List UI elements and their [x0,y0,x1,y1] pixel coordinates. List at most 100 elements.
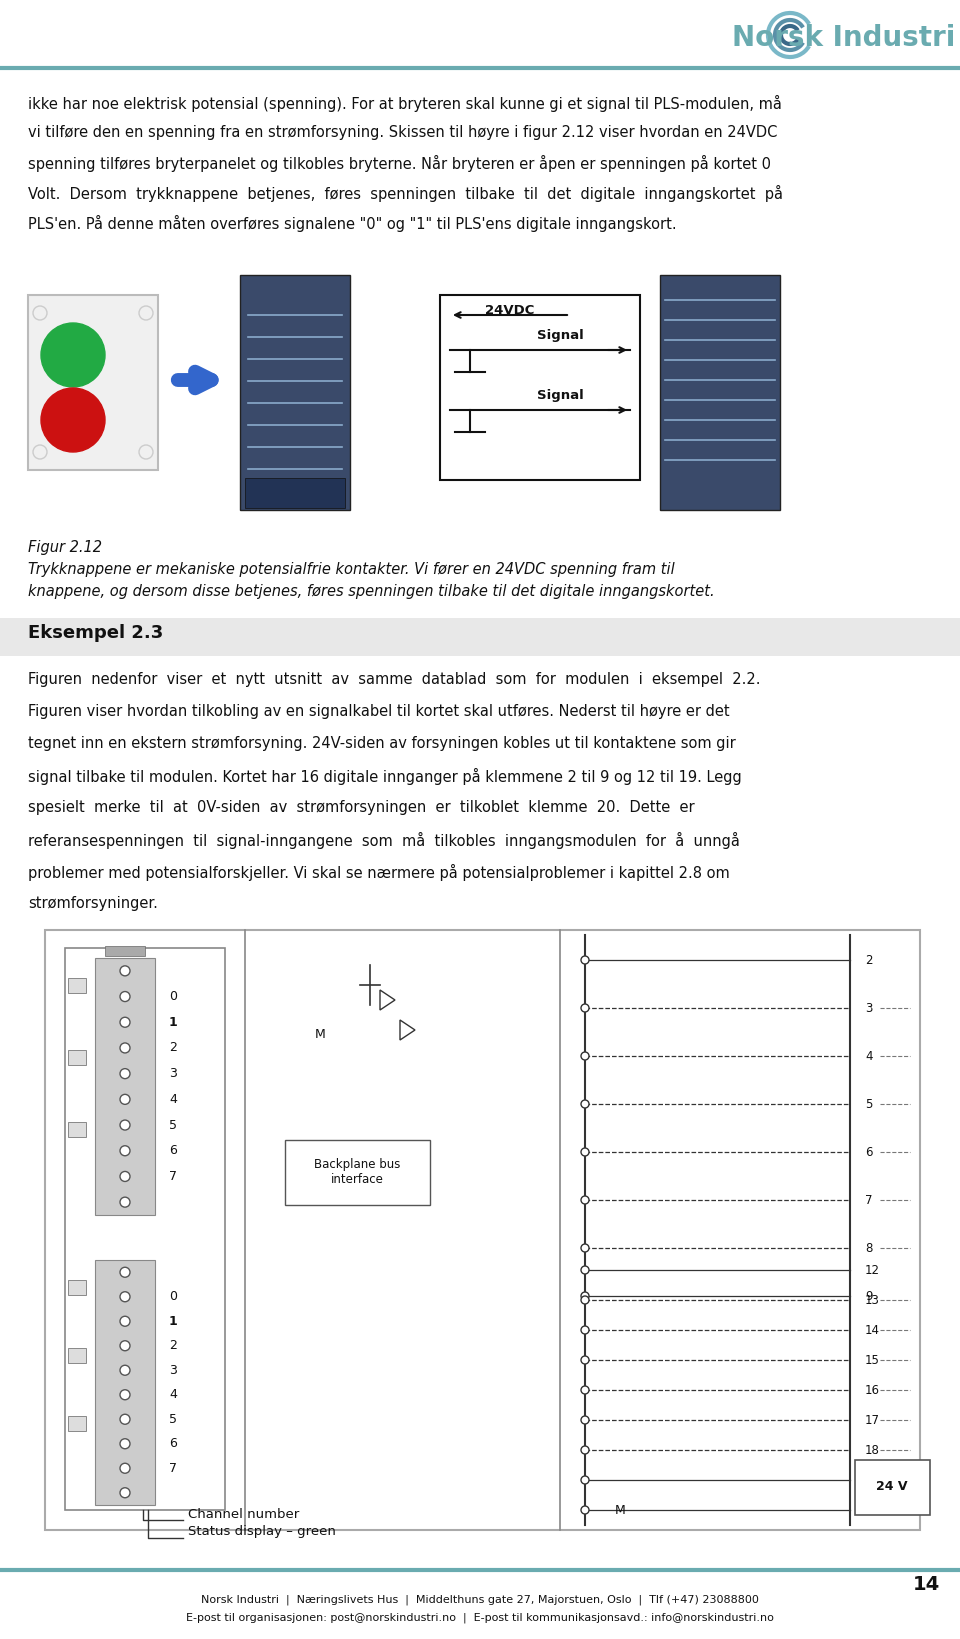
Text: 18: 18 [865,1444,880,1457]
Bar [95,959,155,1214]
Circle shape [120,1196,130,1208]
Text: M: M [615,1503,626,1516]
Text: referansespenningen  til  signal-inngangene  som  må  tilkobles  inngangsmodulen: referansespenningen til signal-inngangen… [28,833,740,849]
Bar [45,929,920,1529]
Text: 2: 2 [169,1041,177,1054]
Circle shape [581,1355,589,1364]
Text: Figur 2.12: Figur 2.12 [28,539,102,556]
Text: knappene, og dersom disse betjenes, føres spenningen tilbake til det digitale in: knappene, og dersom disse betjenes, føre… [28,583,714,598]
Text: Norsk Industri: Norsk Industri [732,25,955,52]
Circle shape [41,388,105,452]
Text: 14: 14 [913,1575,940,1593]
Bar [95,1260,155,1505]
Circle shape [581,1147,589,1155]
Text: Signal: Signal [537,388,584,402]
Circle shape [581,1292,589,1300]
Circle shape [120,1069,130,1078]
Text: 15: 15 [865,1354,880,1367]
Text: 3: 3 [169,1364,177,1377]
Text: 24 V: 24 V [876,1480,908,1493]
Circle shape [581,1244,589,1252]
Text: Figuren viser hvordan tilkobling av en signalkabel til kortet skal utføres. Nede: Figuren viser hvordan tilkobling av en s… [28,705,730,720]
Bar [68,1051,86,1065]
Text: Channel number: Channel number [188,1508,300,1521]
Text: 6: 6 [169,1144,177,1157]
Bar [855,1460,930,1514]
Circle shape [581,1387,589,1395]
Circle shape [120,1464,130,1473]
Circle shape [581,1446,589,1454]
Bar [68,978,86,993]
Bar [68,1347,86,1364]
Text: 19: 19 [865,1473,880,1487]
Text: Backplane bus
interface: Backplane bus interface [314,1159,400,1187]
Bar [285,1141,430,1205]
Text: Figuren  nedenfor  viser  et  nytt  utsnitt  av  samme  datablad  som  for  modu: Figuren nedenfor viser et nytt utsnitt a… [28,672,760,687]
Circle shape [581,1196,589,1205]
Circle shape [120,1439,130,1449]
Text: 0: 0 [169,1290,177,1303]
Text: PLS'en. På denne måten overføres signalene "0" og "1" til PLS'ens digitale innga: PLS'en. På denne måten overføres signale… [28,215,677,233]
Text: tegnet inn en ekstern strømforsyning. 24V-siden av forsyningen kobles ut til kon: tegnet inn en ekstern strømforsyning. 24… [28,736,735,751]
Text: ikke har noe elektrisk potensial (spenning). For at bryteren skal kunne gi et si: ikke har noe elektrisk potensial (spenni… [28,95,781,111]
Text: Norsk Industri  |  Næringslivets Hus  |  Middelthuns gate 27, Majorstuen, Oslo  : Norsk Industri | Næringslivets Hus | Mid… [201,1595,759,1605]
Circle shape [120,1042,130,1052]
Circle shape [120,1095,130,1105]
Text: 24VDC: 24VDC [485,303,535,316]
Circle shape [120,1488,130,1498]
Text: M: M [315,1029,325,1041]
Text: 5: 5 [169,1413,177,1426]
Text: 3: 3 [169,1067,177,1080]
Circle shape [120,1018,130,1028]
Circle shape [120,1341,130,1351]
Text: 7: 7 [169,1170,177,1183]
Circle shape [120,1292,130,1301]
Circle shape [120,992,130,1001]
Text: E-post til organisasjonen: post@norskindustri.no  |  E-post til kommunikasjonsav: E-post til organisasjonen: post@norskind… [186,1613,774,1623]
Bar [65,947,225,1510]
Bar [68,1416,86,1431]
Text: 17: 17 [865,1413,880,1426]
Circle shape [581,1506,589,1514]
Text: 1: 1 [169,1016,178,1029]
Text: 5: 5 [865,1098,873,1111]
Text: Eksempel 2.3: Eksempel 2.3 [28,624,163,642]
Text: 13: 13 [865,1293,880,1306]
Text: vi tilføre den en spenning fra en strømforsyning. Skissen til høyre i figur 2.12: vi tilføre den en spenning fra en strømf… [28,125,778,139]
Bar [240,275,350,510]
Circle shape [581,1100,589,1108]
Text: 2: 2 [169,1339,177,1352]
Circle shape [41,323,105,387]
Circle shape [120,1365,130,1375]
Circle shape [120,1172,130,1182]
Text: 3: 3 [865,1001,873,1015]
Circle shape [581,1477,589,1483]
Circle shape [120,965,130,975]
Bar [28,295,158,470]
Circle shape [120,1390,130,1400]
Circle shape [581,1265,589,1274]
Text: 1: 1 [169,1314,178,1328]
Text: 4: 4 [169,1388,177,1401]
Circle shape [120,1146,130,1155]
Bar [660,275,780,510]
Text: problemer med potensialforskjeller. Vi skal se nærmere på potensialproblemer i k: problemer med potensialforskjeller. Vi s… [28,864,730,882]
Bar [440,295,640,480]
Text: 5: 5 [169,1118,177,1131]
Text: 14: 14 [865,1324,880,1336]
Text: signal tilbake til modulen. Kortet har 16 digitale innganger på klemmene 2 til 9: signal tilbake til modulen. Kortet har 1… [28,769,742,785]
Text: spenning tilføres bryterpanelet og tilkobles bryterne. Når bryteren er åpen er s: spenning tilføres bryterpanelet og tilko… [28,156,771,172]
Text: 6: 6 [169,1437,177,1451]
Text: Signal: Signal [537,328,584,341]
Bar [105,946,145,956]
Text: 9: 9 [865,1290,873,1303]
Text: 8: 8 [865,1241,873,1254]
Circle shape [120,1414,130,1424]
Circle shape [120,1119,130,1129]
Circle shape [581,1326,589,1334]
Bar [245,479,345,508]
Circle shape [581,956,589,964]
Circle shape [581,1005,589,1011]
Text: 12: 12 [865,1264,880,1277]
Text: Volt.  Dersom  trykknappene  betjenes,  føres  spenningen  tilbake  til  det  di: Volt. Dersom trykknappene betjenes, føre… [28,185,783,202]
